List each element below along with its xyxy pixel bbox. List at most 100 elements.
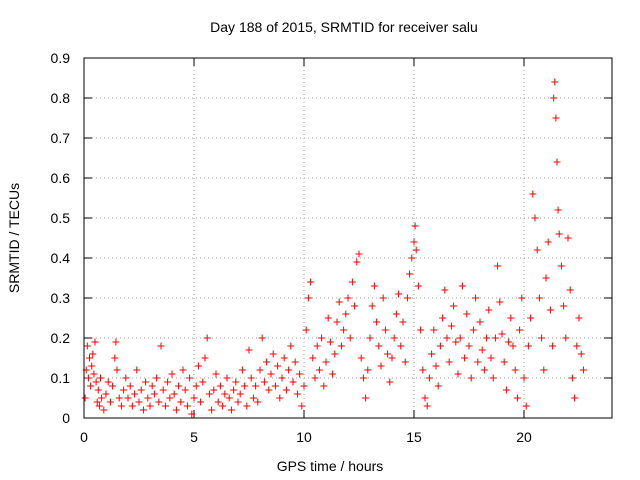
data-point [443, 334, 451, 342]
data-point [566, 286, 574, 294]
data-point [505, 338, 513, 346]
data-point [227, 406, 235, 414]
data-point [148, 382, 156, 390]
data-point [190, 394, 198, 402]
data-point [188, 410, 196, 418]
data-point [414, 282, 422, 290]
data-point [417, 326, 425, 334]
chart-title: Day 188 of 2015, SRMTID for receiver sal… [210, 19, 478, 35]
data-point [276, 394, 284, 402]
data-point [335, 298, 343, 306]
data-point [234, 398, 242, 406]
data-point [322, 358, 330, 366]
data-point [463, 310, 471, 318]
data-point [478, 346, 486, 354]
data-point [375, 342, 383, 350]
data-point [544, 238, 552, 246]
data-point [480, 366, 488, 374]
data-point [412, 246, 420, 254]
data-point [450, 302, 458, 310]
plot-border [83, 57, 613, 419]
y-tick-label: 0.1 [51, 370, 71, 386]
data-point [120, 386, 128, 394]
data-point [142, 378, 150, 386]
data-point [337, 342, 345, 350]
y-tick-label: 0.5 [51, 210, 71, 226]
data-point [331, 350, 339, 358]
data-point [91, 338, 99, 346]
data-point [214, 398, 222, 406]
data-point [577, 350, 585, 358]
data-point [392, 310, 400, 318]
data-point [469, 326, 477, 334]
data-point [456, 334, 464, 342]
data-point [81, 394, 89, 402]
data-point [353, 258, 361, 266]
data-point [159, 386, 167, 394]
data-point [329, 370, 337, 378]
data-point [326, 338, 334, 346]
data-point [425, 374, 433, 382]
data-point [535, 294, 543, 302]
data-point [212, 370, 220, 378]
data-point [124, 394, 132, 402]
data-point [155, 398, 163, 406]
data-point [531, 214, 539, 222]
data-point [518, 294, 526, 302]
data-point [445, 358, 453, 366]
data-point [359, 374, 367, 382]
data-point [362, 394, 370, 402]
data-point [516, 326, 524, 334]
data-point [112, 338, 120, 346]
data-point [298, 402, 306, 410]
data-point [454, 370, 462, 378]
data-point [366, 334, 374, 342]
data-point [476, 318, 484, 326]
data-point [245, 346, 253, 354]
data-point [549, 342, 557, 350]
y-tick-label: 0.6 [51, 170, 71, 186]
data-point [203, 334, 211, 342]
data-point [172, 406, 180, 414]
data-series [81, 78, 587, 418]
data-point [421, 394, 429, 402]
data-point [509, 342, 517, 350]
data-point [90, 370, 98, 378]
data-point [340, 326, 348, 334]
data-point [265, 386, 273, 394]
data-point [551, 78, 559, 86]
data-point [348, 278, 356, 286]
data-point [346, 334, 354, 342]
data-point [432, 362, 440, 370]
data-point [557, 262, 565, 270]
data-point [377, 362, 385, 370]
data-point [399, 318, 407, 326]
data-point [278, 374, 286, 382]
data-point [291, 358, 299, 366]
data-point [428, 350, 436, 358]
data-point [533, 246, 541, 254]
data-point [430, 326, 438, 334]
y-tick-label: 0.8 [51, 90, 71, 106]
data-point [139, 406, 147, 414]
data-point [133, 366, 141, 374]
data-point [461, 354, 469, 362]
data-point [98, 394, 106, 402]
data-point [401, 358, 409, 366]
data-point [296, 370, 304, 378]
data-point [554, 206, 562, 214]
x-tick-label: 15 [406, 429, 422, 445]
data-point [256, 366, 264, 374]
data-point [219, 402, 227, 410]
data-point [540, 366, 548, 374]
data-point [304, 294, 312, 302]
data-point [113, 366, 121, 374]
data-point [230, 386, 238, 394]
data-point [313, 342, 321, 350]
data-point [351, 302, 359, 310]
data-point [390, 334, 398, 342]
data-point [194, 362, 202, 370]
data-point [131, 390, 139, 398]
x-tick-label: 10 [296, 429, 312, 445]
